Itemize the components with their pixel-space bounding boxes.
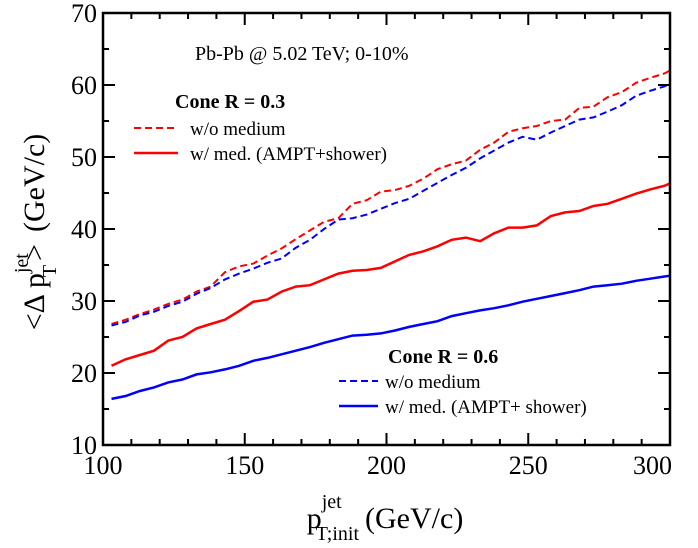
x-tick-label: 250 [509, 451, 548, 480]
x-tick-label: 300 [633, 451, 672, 480]
legend-label: w/o medium [190, 119, 286, 140]
y-tick-label: 30 [71, 287, 97, 316]
legend: Cone R = 0.3 w/o medium w/ med. (AMPT+show… [134, 91, 587, 418]
x-label-sub: T;init [316, 523, 360, 545]
legend-title: Cone R = 0.6 [388, 346, 498, 368]
y-tick-label: 20 [71, 359, 97, 388]
y-tick-label: 50 [71, 143, 97, 172]
legend-label: w/ med. (AMPT+shower) [190, 144, 387, 165]
axes: 100 150 200 250 300 10 20 30 40 50 60 70 [71, 0, 672, 480]
x-tick-label: 100 [84, 451, 123, 480]
x-tick-label: 150 [225, 451, 264, 480]
y-tick-label: 40 [71, 215, 97, 244]
series-line-1 [110, 182, 671, 367]
x-label-main: p [307, 502, 322, 535]
y-label-suffix: > [18, 244, 51, 261]
series-line-2 [111, 83, 671, 327]
y-tick-label: 60 [71, 71, 97, 100]
y-label-sub: T [39, 265, 61, 277]
legend-title: Cone R = 0.3 [175, 91, 285, 113]
series-line-0 [111, 69, 671, 325]
y-label-sup: jet [11, 253, 33, 274]
x-label-sup: jet [321, 491, 342, 513]
chart-annotation: Pb-Pb @ 5.02 TeV; 0-10% [195, 43, 409, 65]
y-label-unit: (GeV/c) [18, 134, 51, 232]
y-label-prefix: <Δ p [18, 273, 51, 330]
x-tick-label: 200 [367, 451, 406, 480]
legend-label: w/ med. (AMPT+ shower) [385, 397, 587, 418]
legend-label: w/o medium [385, 372, 481, 393]
x-label-unit: (GeV/c) [365, 502, 463, 535]
plot-lines [110, 69, 671, 401]
series-line-3 [111, 274, 671, 401]
x-axis-label: pjet T;init (GeV/c) [307, 491, 464, 545]
y-tick-label: 10 [71, 431, 97, 460]
y-axis-label: <Δ pjet T > (GeV/c) [11, 134, 61, 330]
y-tick-label: 70 [71, 0, 97, 28]
